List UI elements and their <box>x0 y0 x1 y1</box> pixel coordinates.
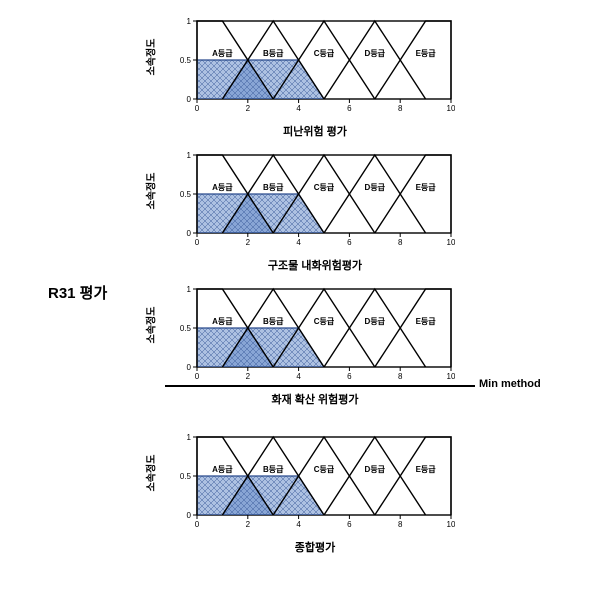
svg-text:A등급: A등급 <box>212 465 233 474</box>
svg-text:E등급: E등급 <box>416 465 437 474</box>
svg-text:0: 0 <box>195 104 200 113</box>
svg-text:1: 1 <box>187 17 192 26</box>
svg-text:0: 0 <box>195 520 200 529</box>
x-axis-label: 종합평가 <box>175 539 455 555</box>
svg-text:1: 1 <box>187 433 192 442</box>
svg-text:D등급: D등급 <box>365 183 386 192</box>
svg-text:8: 8 <box>398 520 403 529</box>
svg-text:A등급: A등급 <box>212 183 233 192</box>
y-axis-label: 소속정도 <box>143 173 158 210</box>
svg-text:10: 10 <box>447 238 455 247</box>
y-axis-label: 소속정도 <box>143 455 158 492</box>
chart-block: 소속정도 00.510246810A등급B등급C등급D등급E등급피난위험 평가 <box>175 15 455 139</box>
side-title: R31 평가 <box>48 282 107 303</box>
svg-text:4: 4 <box>296 520 301 529</box>
svg-text:E등급: E등급 <box>416 49 437 58</box>
svg-text:0: 0 <box>195 238 200 247</box>
svg-text:E등급: E등급 <box>416 183 437 192</box>
svg-text:6: 6 <box>347 104 352 113</box>
svg-text:1: 1 <box>187 285 192 294</box>
svg-text:0: 0 <box>187 95 192 104</box>
svg-text:B등급: B등급 <box>263 49 284 58</box>
svg-text:10: 10 <box>447 104 455 113</box>
y-axis-label: 소속정도 <box>143 307 158 344</box>
svg-text:2: 2 <box>246 372 251 381</box>
svg-text:6: 6 <box>347 372 352 381</box>
svg-text:A등급: A등급 <box>212 49 233 58</box>
svg-text:C등급: C등급 <box>314 49 335 58</box>
min-method-divider <box>165 385 475 387</box>
svg-text:B등급: B등급 <box>263 317 284 326</box>
svg-text:2: 2 <box>246 238 251 247</box>
svg-text:2: 2 <box>246 520 251 529</box>
svg-text:4: 4 <box>296 238 301 247</box>
svg-text:10: 10 <box>447 372 455 381</box>
svg-text:C등급: C등급 <box>314 183 335 192</box>
svg-text:8: 8 <box>398 104 403 113</box>
fuzzy-chart: 00.510246810A등급B등급C등급D등급E등급 <box>175 431 455 531</box>
svg-text:6: 6 <box>347 238 352 247</box>
svg-text:8: 8 <box>398 372 403 381</box>
svg-text:2: 2 <box>246 104 251 113</box>
svg-text:8: 8 <box>398 238 403 247</box>
fuzzy-chart: 00.510246810A등급B등급C등급D등급E등급 <box>175 283 455 383</box>
svg-text:0: 0 <box>187 511 192 520</box>
svg-text:0.5: 0.5 <box>180 324 192 333</box>
svg-text:6: 6 <box>347 520 352 529</box>
svg-text:E등급: E등급 <box>416 317 437 326</box>
svg-text:0: 0 <box>187 229 192 238</box>
svg-text:0.5: 0.5 <box>180 190 192 199</box>
charts-column: 소속정도 00.510246810A등급B등급C등급D등급E등급피난위험 평가소… <box>175 15 455 565</box>
svg-text:4: 4 <box>296 372 301 381</box>
svg-text:0.5: 0.5 <box>180 56 192 65</box>
svg-text:D등급: D등급 <box>365 465 386 474</box>
min-method-label: Min method <box>479 378 541 390</box>
fuzzy-chart: 00.510246810A등급B등급C등급D등급E등급 <box>175 149 455 249</box>
svg-text:C등급: C등급 <box>314 465 335 474</box>
svg-text:A등급: A등급 <box>212 317 233 326</box>
svg-text:C등급: C등급 <box>314 317 335 326</box>
svg-text:B등급: B등급 <box>263 183 284 192</box>
chart-block: 소속정도 00.510246810A등급B등급C등급D등급E등급종합평가 <box>175 431 455 555</box>
svg-text:0.5: 0.5 <box>180 472 192 481</box>
svg-text:4: 4 <box>296 104 301 113</box>
fuzzy-chart: 00.510246810A등급B등급C등급D등급E등급 <box>175 15 455 115</box>
x-axis-label: 피난위험 평가 <box>175 123 455 139</box>
svg-text:B등급: B등급 <box>263 465 284 474</box>
svg-text:0: 0 <box>195 372 200 381</box>
svg-text:1: 1 <box>187 151 192 160</box>
svg-text:10: 10 <box>447 520 455 529</box>
svg-text:D등급: D등급 <box>365 317 386 326</box>
chart-block: 소속정도 00.510246810A등급B등급C등급D등급E등급화재 확산 위험… <box>175 283 455 407</box>
chart-block: 소속정도 00.510246810A등급B등급C등급D등급E등급구조물 내화위험… <box>175 149 455 273</box>
svg-text:D등급: D등급 <box>365 49 386 58</box>
svg-text:0: 0 <box>187 363 192 372</box>
x-axis-label: 구조물 내화위험평가 <box>175 257 455 273</box>
y-axis-label: 소속정도 <box>143 39 158 76</box>
x-axis-label: 화재 확산 위험평가 <box>175 391 455 407</box>
